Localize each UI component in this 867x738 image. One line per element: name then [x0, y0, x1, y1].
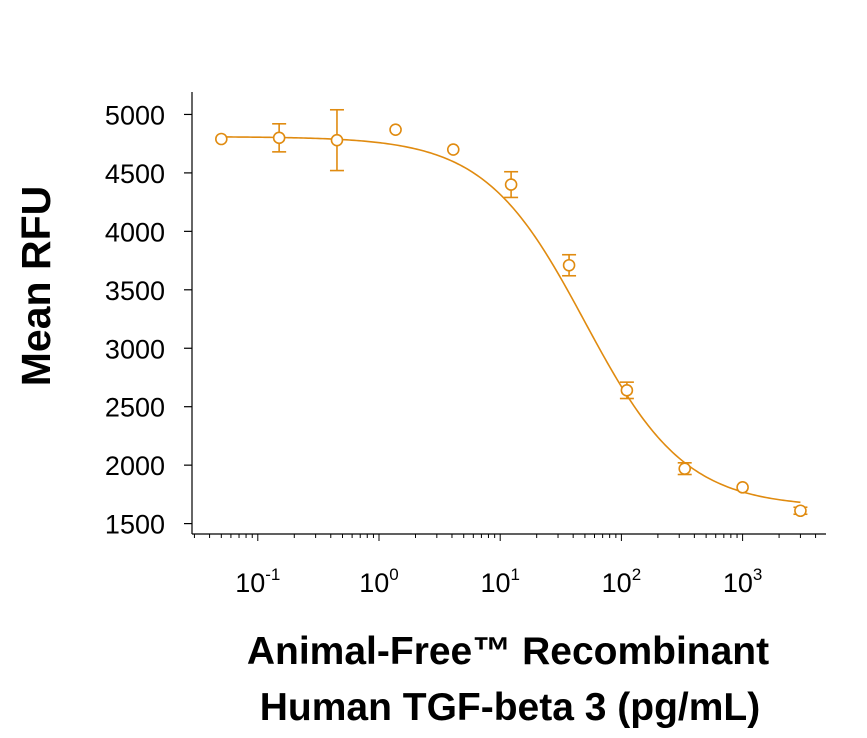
x-axis-title-line-2: Human TGF-beta 3 (pg/mL) [260, 686, 761, 729]
data-point [736, 481, 749, 494]
x-tick-label: 102 [602, 565, 642, 598]
y-axis-title: Mean RFU [13, 186, 59, 386]
data-point [272, 131, 286, 145]
data-point [562, 258, 576, 272]
x-tick-label: 103 [723, 565, 763, 598]
x-tick-label: 10-1 [235, 565, 280, 598]
y-tick-label: 1500 [105, 510, 165, 540]
x-axis-title-line-1: Animal-Free™ Recombinant [247, 630, 769, 673]
data-point [794, 504, 807, 518]
data-point [330, 133, 344, 147]
fit-curve [221, 136, 801, 504]
data-point [620, 384, 634, 397]
y-tick-label: 5000 [105, 100, 165, 130]
y-axis: 1500 2000 2500 3000 3500 4000 4500 5000 [105, 92, 193, 540]
y-tick-label: 3000 [105, 334, 165, 364]
data-point [446, 143, 460, 156]
data-point [504, 178, 518, 191]
x-tick-label: 100 [359, 565, 399, 598]
data-point [215, 132, 228, 146]
y-tick-label: 4500 [105, 159, 165, 189]
data-point [678, 462, 692, 475]
data-point [389, 123, 402, 136]
y-tick-label: 4000 [105, 217, 165, 247]
x-axis: 10-1 100 101 102 103 [192, 533, 826, 598]
x-tick-label: 101 [480, 565, 520, 598]
series-layer [215, 108, 808, 518]
y-tick-label: 2500 [105, 393, 165, 423]
y-tick-label: 3500 [105, 276, 165, 306]
y-tick-label: 2000 [105, 451, 165, 481]
